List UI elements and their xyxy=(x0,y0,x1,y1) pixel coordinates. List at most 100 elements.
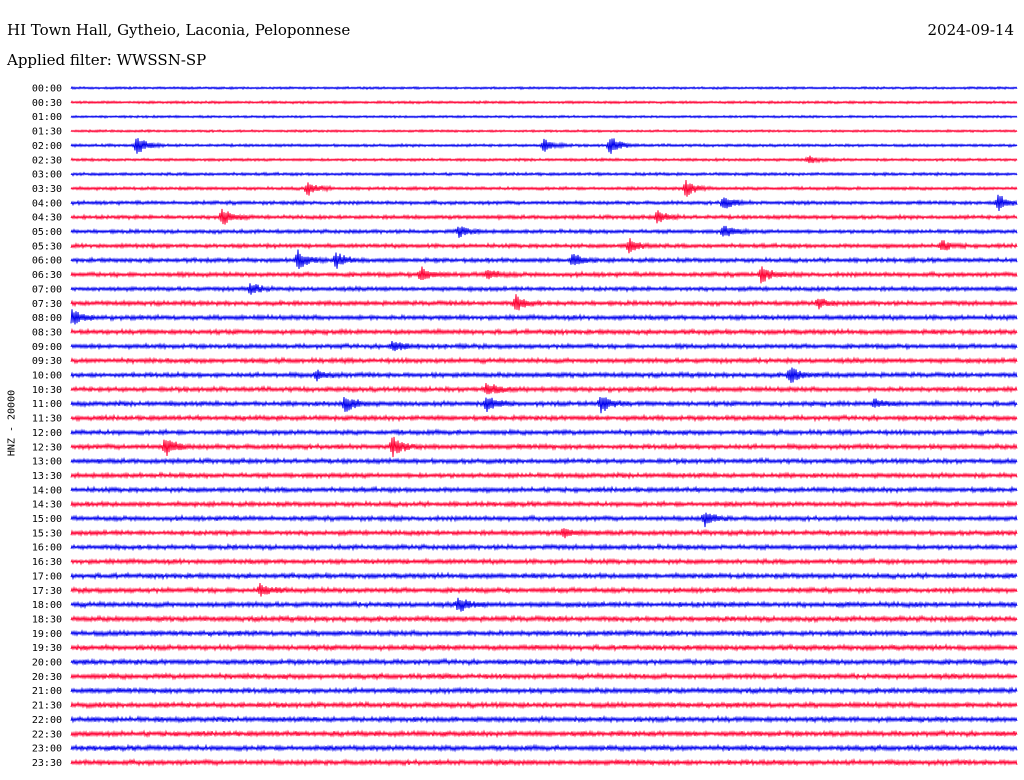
seismogram-trace xyxy=(70,571,1018,581)
row-time-label: 20:00 xyxy=(32,658,62,669)
seismogram-trace xyxy=(70,294,1018,311)
seismogram-trace xyxy=(70,582,1018,597)
seismogram-trace xyxy=(70,743,1018,753)
seismogram-trace xyxy=(70,413,1018,423)
row-time-label: 21:00 xyxy=(32,686,62,697)
seismogram-trace xyxy=(70,382,1018,395)
seismogram-trace xyxy=(70,729,1018,739)
row-time-label: 00:00 xyxy=(32,84,62,95)
row-time-label: 09:00 xyxy=(32,342,62,353)
row-time-label: 11:00 xyxy=(32,399,62,410)
row-time-label: 18:00 xyxy=(32,600,62,611)
row-time-label: 10:00 xyxy=(32,371,62,382)
seismogram-trace xyxy=(70,456,1018,466)
seismogram-trace xyxy=(70,194,1018,212)
row-time-label: 14:00 xyxy=(32,485,62,496)
row-time-label: 23:00 xyxy=(32,744,62,755)
seismogram-trace xyxy=(70,671,1018,681)
seismogram-trace xyxy=(70,238,1018,254)
row-time-label: 07:30 xyxy=(32,299,62,310)
seismogram-trace xyxy=(70,356,1018,366)
seismogram-trace xyxy=(70,657,1018,667)
seismogram-trace xyxy=(70,138,1018,154)
seismogram-trace xyxy=(70,757,1018,767)
seismogram-trace xyxy=(70,557,1018,566)
station-title: HI Town Hall, Gytheio, Laconia, Peloponn… xyxy=(7,21,351,39)
seismogram-trace xyxy=(70,628,1018,638)
seismogram-trace xyxy=(70,428,1018,437)
row-time-label: 01:00 xyxy=(32,112,62,123)
seismogram-trace xyxy=(70,171,1018,178)
seismogram-trace xyxy=(70,128,1018,134)
seismogram-trace xyxy=(70,485,1018,495)
row-time-label: 06:00 xyxy=(32,256,62,267)
seismogram-trace xyxy=(70,499,1018,509)
row-time-label: 03:30 xyxy=(32,184,62,195)
seismogram-trace xyxy=(70,367,1018,383)
seismogram-trace xyxy=(70,614,1018,624)
seismogram-trace xyxy=(70,309,1018,325)
seismogram-trace xyxy=(70,686,1018,696)
row-time-label: 01:30 xyxy=(32,127,62,138)
row-time-label: 13:00 xyxy=(32,457,62,468)
row-labels: 00:00 00:30 01:00 01:30 02:00 02:30 03:00 03:30… xyxy=(32,84,62,769)
row-time-label: 21:30 xyxy=(32,701,62,712)
traces xyxy=(70,85,1018,767)
row-time-label: 02:00 xyxy=(32,141,62,152)
seismogram-trace xyxy=(70,155,1018,164)
seismogram-trace xyxy=(70,643,1018,653)
seismogram-trace xyxy=(70,528,1018,539)
row-time-label: 22:30 xyxy=(32,729,62,740)
row-time-label: 17:30 xyxy=(32,586,62,597)
seismogram-trace xyxy=(70,85,1018,91)
seismogram-trace xyxy=(70,179,1018,197)
row-time-label: 03:00 xyxy=(32,170,62,181)
plot-date: 2024-09-14 xyxy=(927,21,1014,39)
seismogram-trace xyxy=(70,99,1018,105)
seismogram-trace xyxy=(70,266,1018,284)
row-time-label: 19:00 xyxy=(32,629,62,640)
seismogram-trace xyxy=(70,436,1018,458)
seismogram-trace xyxy=(70,597,1018,612)
row-time-label: 18:30 xyxy=(32,614,62,625)
filter-label: Applied filter: WWSSN-SP xyxy=(7,51,207,69)
row-time-label: 15:30 xyxy=(32,528,62,539)
row-time-label: 12:30 xyxy=(32,442,62,453)
row-time-label: 09:30 xyxy=(32,356,62,367)
row-time-label: 11:30 xyxy=(32,414,62,425)
seismogram-trace xyxy=(70,471,1018,480)
seismogram-trace xyxy=(70,114,1018,119)
row-time-label: 04:30 xyxy=(32,213,62,224)
seismogram-trace xyxy=(70,512,1018,528)
row-time-label: 13:30 xyxy=(32,471,62,482)
row-time-label: 08:00 xyxy=(32,313,62,324)
row-time-label: 16:00 xyxy=(32,543,62,554)
seismogram-trace xyxy=(70,700,1018,710)
seismogram-trace xyxy=(70,327,1018,337)
row-time-label: 23:30 xyxy=(32,758,62,769)
row-time-label: 02:30 xyxy=(32,155,62,166)
row-time-label: 08:30 xyxy=(32,327,62,338)
row-time-label: 05:30 xyxy=(32,241,62,252)
row-time-label: 04:00 xyxy=(32,198,62,209)
seismogram-trace xyxy=(70,283,1018,295)
row-time-label: 22:00 xyxy=(32,715,62,726)
seismogram-trace xyxy=(70,249,1018,269)
row-time-label: 19:30 xyxy=(32,643,62,654)
row-time-label: 14:30 xyxy=(32,500,62,511)
seismogram-trace xyxy=(70,714,1018,724)
seismogram-trace xyxy=(70,225,1018,238)
row-time-label: 15:00 xyxy=(32,514,62,525)
row-time-label: 00:30 xyxy=(32,98,62,109)
seismogram-trace xyxy=(70,396,1018,414)
row-time-label: 07:00 xyxy=(32,284,62,295)
seismogram-trace xyxy=(70,542,1018,552)
seismogram-trace xyxy=(70,208,1018,225)
row-time-label: 17:00 xyxy=(32,571,62,582)
row-time-label: 06:30 xyxy=(32,270,62,281)
row-time-label: 05:00 xyxy=(32,227,62,238)
seismogram-trace xyxy=(70,340,1018,352)
row-time-label: 20:30 xyxy=(32,672,62,683)
row-time-label: 12:00 xyxy=(32,428,62,439)
